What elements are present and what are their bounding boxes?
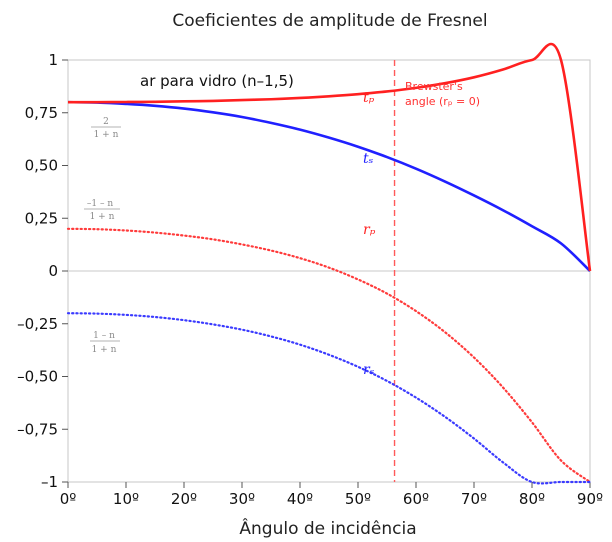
series-line-r-p	[66, 227, 592, 484]
y-tick-label: –0,75	[17, 420, 58, 438]
medium-annotation: ar para vidro (n–1,5)	[140, 72, 294, 90]
label-rs: rₛ	[363, 362, 375, 378]
y-tick-label: 0,50	[25, 157, 58, 175]
y-tick-label: 0,75	[25, 104, 58, 122]
label-tp: tₚ	[363, 90, 375, 106]
series-group	[66, 42, 592, 485]
frac-ts-denominator: 1 + n	[94, 130, 119, 140]
x-tick-label: 50º	[345, 490, 371, 508]
series-line-r-s	[66, 312, 592, 485]
x-tick-label: 0º	[60, 490, 77, 508]
x-tick-label: 30º	[229, 490, 255, 508]
x-tick-label: 40º	[287, 490, 313, 508]
frac-rs-numerator: 1 – n	[93, 331, 115, 341]
x-tick-label: 10º	[113, 490, 139, 508]
y-tick-label: –1	[41, 473, 58, 491]
frac-ts-numerator: 2	[103, 117, 109, 127]
y-tick-label: 0	[48, 262, 58, 280]
y-tick-label: –0,50	[17, 368, 58, 386]
series-line-t-s	[67, 100, 591, 272]
x-tick-label: 90º	[577, 490, 603, 508]
brewster-label-line-1: Brewster's	[405, 80, 463, 93]
y-tick-label: 1	[48, 51, 58, 69]
frac-rs-denominator: 1 + n	[92, 345, 117, 355]
label-rp: rₚ	[363, 222, 376, 238]
series-line-t-p	[67, 42, 592, 272]
x-tick-label: 20º	[171, 490, 197, 508]
y-axis-ticks: 1 0,75 0,50 0,25 0 –0,25 –0,50 –0,75 –1	[17, 51, 68, 491]
brewster-label-line-2: angle (rₚ = 0)	[405, 95, 480, 108]
label-ts: tₛ	[363, 151, 374, 167]
x-axis-ticks: 0º 10º 20º 30º 40º 50º 60º 70º 80º 90º	[60, 482, 603, 508]
x-axis-label: Ângulo de incidência	[239, 517, 416, 539]
x-tick-label: 70º	[461, 490, 487, 508]
y-tick-label: 0,25	[25, 209, 58, 227]
x-tick-label: 60º	[403, 490, 429, 508]
y-tick-label: –0,25	[17, 315, 58, 333]
frac-rp-denominator: 1 + n	[90, 212, 115, 222]
x-tick-label: 80º	[519, 490, 545, 508]
frac-rp-numerator: –1 – n	[87, 199, 113, 209]
chart-title: Coeficientes de amplitude de Fresnel	[172, 11, 487, 31]
